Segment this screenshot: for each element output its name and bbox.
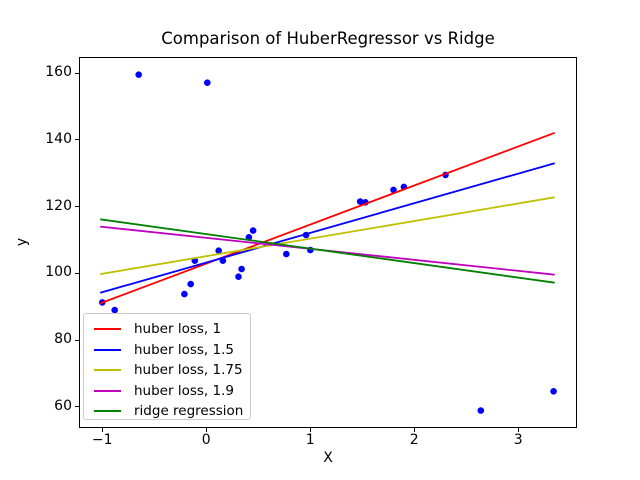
legend-label: huber loss, 1.5 xyxy=(134,341,234,358)
y-tick-mark xyxy=(75,339,79,341)
scatter-point xyxy=(135,71,142,78)
legend-line-swatch-blue xyxy=(94,348,121,351)
legend-line-swatch-yellow xyxy=(94,369,121,372)
scatter-point xyxy=(238,265,245,273)
scatter-point xyxy=(187,280,194,288)
x-tick-mark xyxy=(101,428,103,432)
scatter-point xyxy=(249,227,257,234)
chart-canvas xyxy=(99,71,557,414)
plot-area: huber loss, 1 huber loss, 1.5 huber loss… xyxy=(79,57,577,428)
x-tick-label: 0 xyxy=(201,432,211,448)
y-tick-label: 120 xyxy=(45,197,72,214)
y-tick-mark xyxy=(75,72,79,74)
y-tick-mark xyxy=(75,139,79,141)
regression-line-huber-loss-1 xyxy=(99,131,556,305)
legend-line-swatch-red xyxy=(94,328,121,331)
y-tick-label: 100 xyxy=(45,264,72,281)
scatter-point xyxy=(235,273,242,280)
x-tick-label: 2 xyxy=(409,432,419,448)
scatter-point xyxy=(356,198,364,205)
x-tick-label: −1 xyxy=(91,432,113,448)
scatter-point xyxy=(111,306,118,314)
x-tick-label: 1 xyxy=(305,432,315,448)
legend: huber loss, 1 huber loss, 1.5 huber loss… xyxy=(83,313,251,420)
y-tick-mark xyxy=(75,272,79,274)
legend-entry: huber loss, 1.75 xyxy=(94,360,250,381)
scatter-point xyxy=(550,388,557,395)
legend-line-swatch-green xyxy=(94,410,121,413)
y-tick-label: 160 xyxy=(45,64,72,81)
regression-line-ridge-regression xyxy=(100,218,555,284)
scatter-point xyxy=(477,407,485,414)
y-tick-label: 80 xyxy=(54,331,72,348)
scatter-point xyxy=(390,186,397,194)
x-tick-mark xyxy=(517,428,519,432)
legend-label: ridge regression xyxy=(134,403,244,420)
scatter-point xyxy=(204,79,211,86)
x-axis-label: X xyxy=(323,450,333,466)
legend-label: huber loss, 1.9 xyxy=(134,382,234,399)
scatter-point xyxy=(181,290,188,298)
y-tick-mark xyxy=(75,406,79,408)
legend-entry: huber loss, 1 xyxy=(94,319,250,340)
y-tick-mark xyxy=(75,206,79,208)
x-tick-mark xyxy=(309,428,311,432)
legend-line-swatch-magenta xyxy=(94,389,121,392)
y-tick-label: 60 xyxy=(54,397,72,414)
legend-label: huber loss, 1.75 xyxy=(134,362,243,379)
x-tick-mark xyxy=(413,428,415,432)
y-tick-label: 140 xyxy=(45,130,72,147)
y-axis-label: y xyxy=(14,237,30,247)
x-tick-mark xyxy=(205,428,207,432)
legend-entry: huber loss, 1.9 xyxy=(94,381,250,402)
regression-line-huber-loss-1-75 xyxy=(100,196,555,275)
x-tick-label: 3 xyxy=(513,432,523,448)
scatter-point xyxy=(215,247,222,254)
legend-entry: huber loss, 1.5 xyxy=(94,340,250,361)
legend-label: huber loss, 1 xyxy=(134,321,222,338)
regression-line-huber-loss-1-5 xyxy=(99,162,555,294)
scatter-point xyxy=(283,250,290,258)
legend-entry: ridge regression xyxy=(94,401,250,422)
chart-title: Comparison of HuberRegressor vs Ridge xyxy=(161,29,495,48)
